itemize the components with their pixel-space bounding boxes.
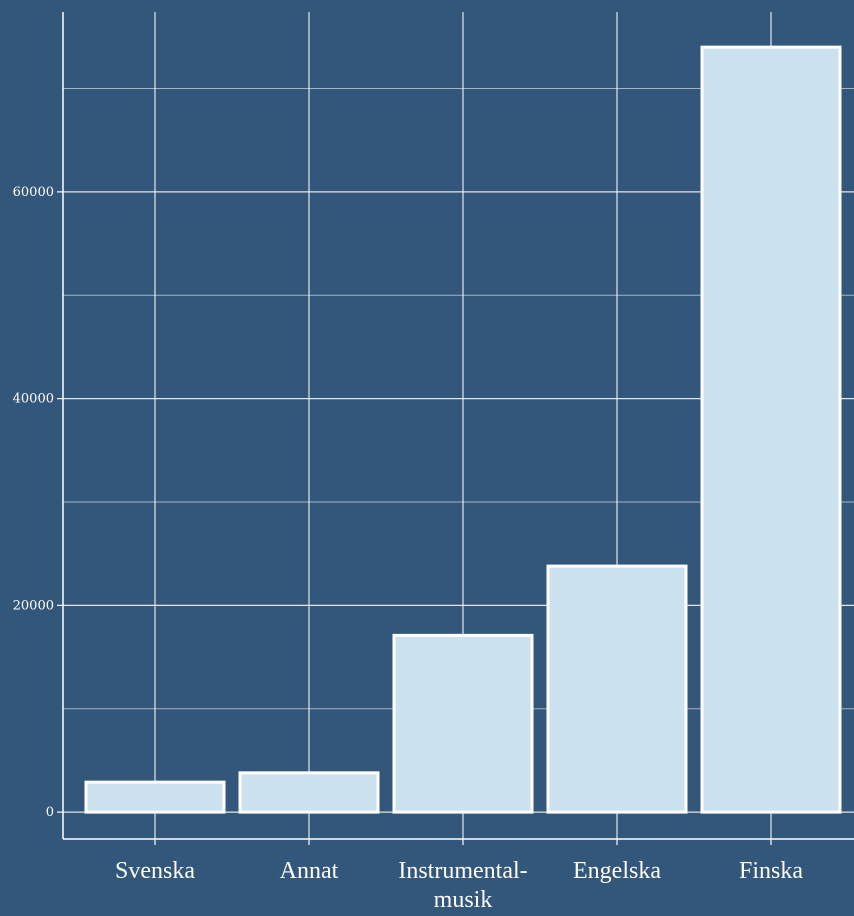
bar-engelska <box>546 564 688 814</box>
x-tick-label: Instrumental-musik <box>398 858 527 913</box>
y-tick-label: 0 <box>46 805 54 820</box>
bar-annat <box>238 771 380 814</box>
x-tick-label: Annat <box>280 858 339 884</box>
x-tick-labels: Svenska Annat Instrumental-musik Engelska Fi… <box>115 858 803 913</box>
bar-instrumental-musik <box>392 633 534 814</box>
x-tick-label: Finska <box>739 858 803 884</box>
bars <box>84 45 842 814</box>
bar-svenska <box>84 780 226 814</box>
x-tick-label: Engelska <box>573 858 661 884</box>
y-tick-labels: 0 20000 40000 60000 <box>13 185 54 820</box>
y-tick-label: 20000 <box>13 598 54 613</box>
x-tick-label: Svenska <box>115 858 195 884</box>
bar-finska <box>700 45 842 814</box>
y-tick-label: 40000 <box>13 392 54 407</box>
axes <box>57 12 854 845</box>
y-tick-label: 60000 <box>13 185 54 200</box>
